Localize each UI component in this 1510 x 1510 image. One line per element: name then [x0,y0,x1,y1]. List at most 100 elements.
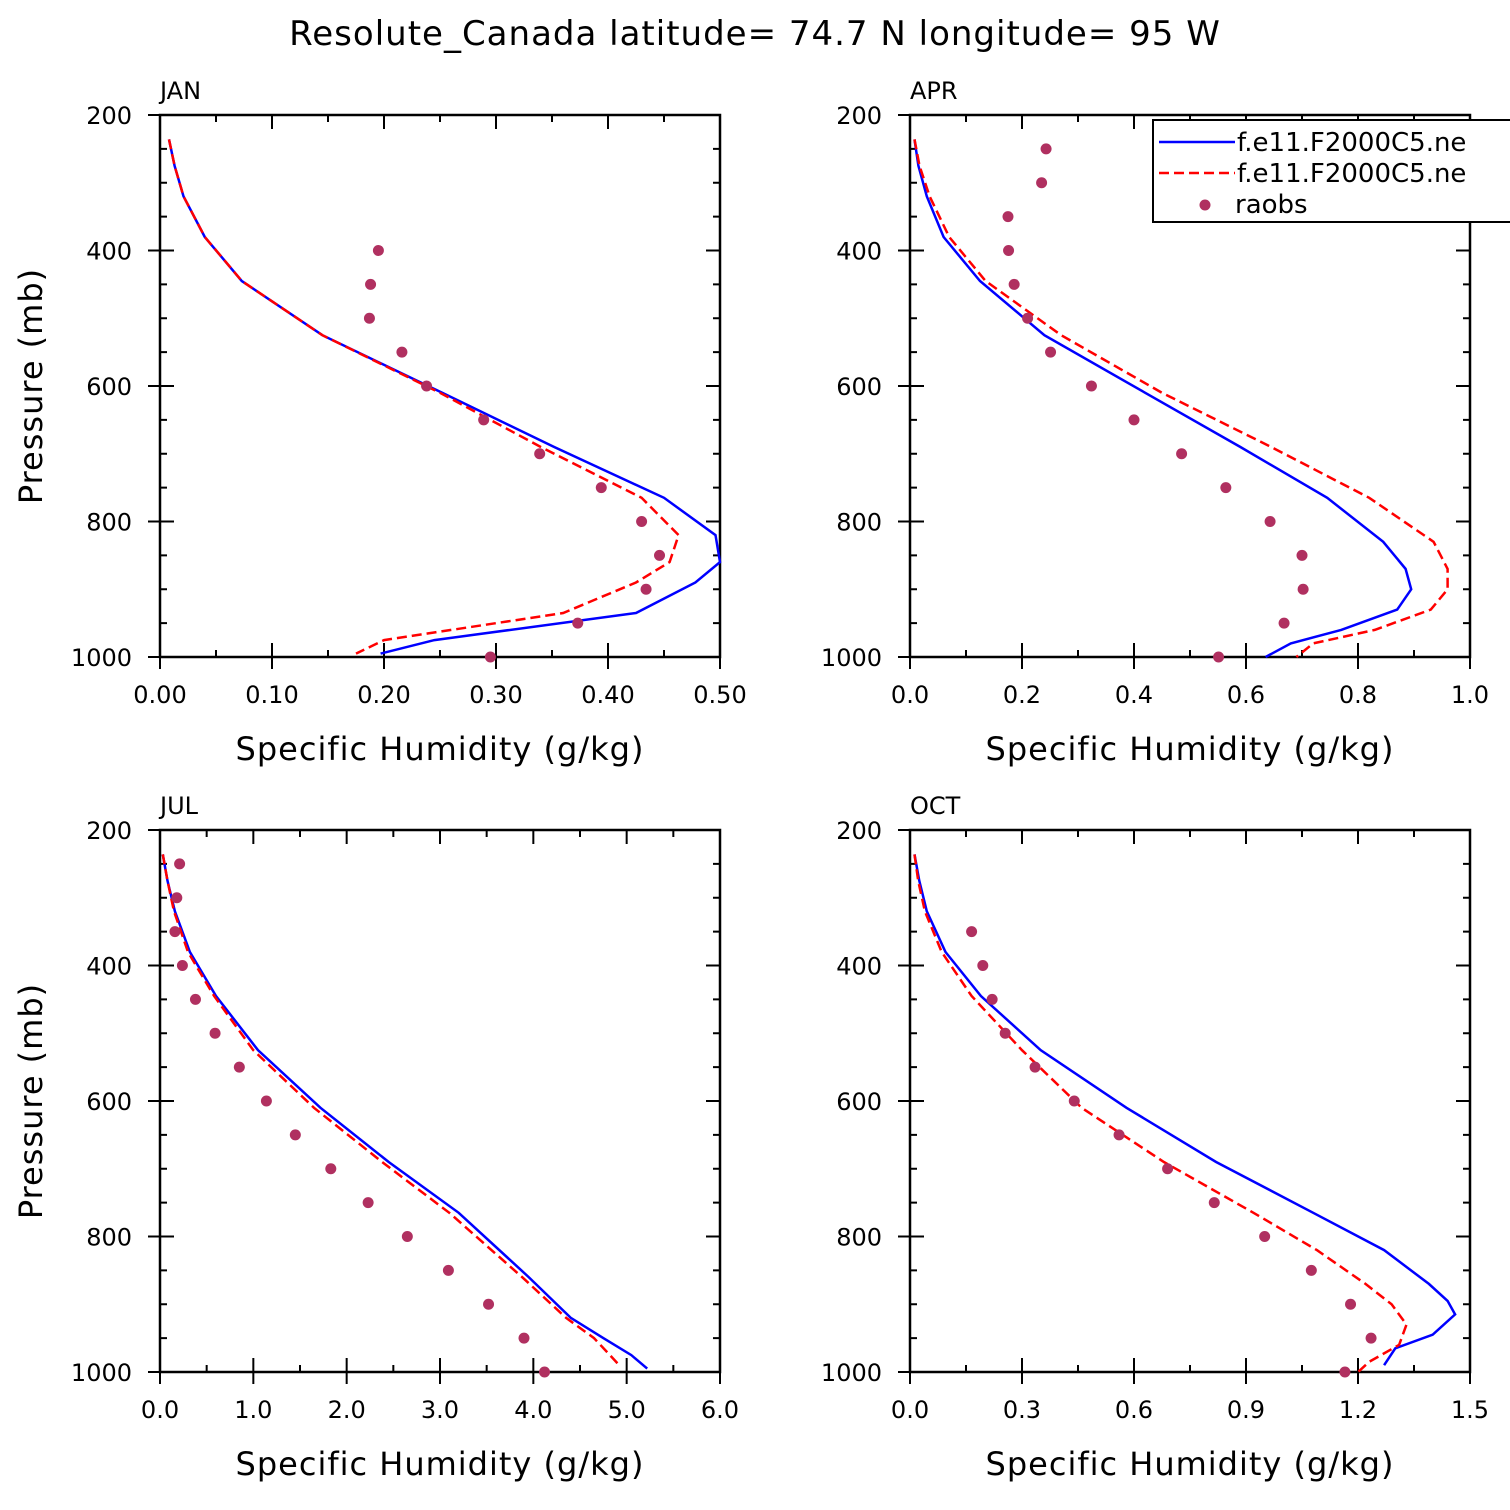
jul-series-solid-line [161,854,649,1370]
jan-xtick-label: 0.30 [469,681,522,709]
jul-y-axis-label: Pressure (mb) [12,983,50,1219]
apr-raobs-point [1085,380,1097,392]
jan-raobs-point [640,583,652,595]
jul-raobs-point [233,1061,245,1073]
jul-ytick-label: 1000 [71,1359,132,1387]
jan-plot-frame [158,113,722,659]
jul-raobs-point [539,1366,551,1378]
apr-ytick-label: 800 [836,509,882,537]
oct-raobs-point [1208,1197,1220,1209]
apr-ytick-label: 600 [836,373,882,401]
jan-raobs-point [534,448,546,460]
jan-panel-label: JAN [158,77,201,105]
apr-xtick-label: 0.6 [1227,681,1265,709]
apr-raobs-point [1008,278,1020,290]
jan-raobs-point [636,516,648,527]
apr-xtick-label: 1.0 [1451,681,1489,709]
oct-ytick-label: 600 [836,1088,882,1116]
apr-ytick-label: 200 [836,102,882,130]
jul-raobs-point [260,1095,272,1107]
jul-xtick-label: 4.0 [514,1396,552,1424]
jan-series-solid-line [167,139,722,655]
oct-xtick-label: 0.9 [1227,1396,1265,1424]
jul-plot-frame [158,828,722,1374]
jan-xtick-label: 0.20 [357,681,410,709]
jul-series-dashed-line [161,854,621,1367]
jan-xtick-label: 0.00 [133,681,186,709]
apr-xtick-label: 0.0 [891,681,929,709]
jul-xtick-label: 6.0 [701,1396,739,1424]
jan-raobs-point [372,245,384,256]
jul-xtick-label: 0.0 [141,1396,179,1424]
apr-raobs-point [1045,346,1057,358]
oct-raobs-point [1365,1332,1377,1344]
oct-plot-frame [908,828,1472,1374]
jan-ytick-label: 600 [86,373,132,401]
panel-jul: JUL 200 400 600 800 1000 0.0 1.0 2.0 3.0 4.0 5.0 6.0… [12,792,739,1483]
jul-raobs-point [325,1163,337,1175]
jul-xtick-label: 1.0 [234,1396,272,1424]
oct-panel-label: OCT [910,792,961,820]
jul-raobs-point [189,993,201,1005]
apr-raobs-point [1003,245,1015,256]
jan-ytick-label: 800 [86,509,132,537]
jul-raobs-point [209,1027,221,1039]
jul-xtick-label: 5.0 [608,1396,646,1424]
jan-raobs-point [572,617,584,629]
oct-raobs-point [999,1027,1011,1039]
apr-ytick-label: 1000 [821,644,882,672]
jan-ytick-label: 400 [86,238,132,266]
jul-raobs-point [401,1231,413,1242]
jul-ytick-label: 200 [86,817,132,845]
jan-xtick-label: 0.50 [693,681,746,709]
jul-raobs-point [442,1264,454,1276]
oct-raobs-point [1305,1264,1317,1276]
jul-xtick-label: 3.0 [421,1396,459,1424]
oct-xtick-label: 1.5 [1451,1396,1489,1424]
oct-xtick-label: 1.2 [1339,1396,1377,1424]
jul-raobs-point [171,892,183,904]
jul-raobs-point [169,926,181,938]
apr-ytick-label: 400 [836,238,882,266]
oct-series-solid-line [913,854,1457,1366]
oct-series-dashed-line [913,854,1408,1373]
jul-raobs-point [362,1197,374,1209]
jan-raobs-point [595,482,607,494]
oct-raobs-point [986,993,998,1005]
jan-y-axis-label: Pressure (mb) [12,268,50,504]
jul-raobs-point [483,1298,495,1310]
apr-raobs-point [1036,177,1048,189]
apr-raobs-point [1297,583,1309,595]
apr-raobs-point [1213,651,1225,663]
apr-raobs-point [1264,516,1276,527]
apr-xtick-label: 0.2 [1003,681,1041,709]
jul-raobs-point [174,858,186,870]
oct-xtick-label: 0.3 [1003,1396,1041,1424]
jul-x-axis-label: Specific Humidity (g/kg) [236,1445,645,1483]
oct-ytick-label: 1000 [821,1359,882,1387]
apr-raobs-point [1220,482,1232,494]
apr-raobs-point [1278,617,1290,629]
oct-raobs-point [1259,1231,1271,1242]
oct-raobs-point [1345,1298,1357,1310]
oct-raobs-point [1162,1163,1174,1175]
oct-xtick-label: 0.0 [891,1396,929,1424]
apr-raobs-point [1176,448,1188,460]
oct-ytick-label: 800 [836,1224,882,1252]
jan-raobs-point [478,414,490,426]
panel-oct: OCT 200 400 600 800 1000 0.0 0.3 0.6 0.9 1.2 1.5 Spe… [821,792,1489,1483]
oct-raobs-point [966,926,978,938]
apr-xtick-label: 0.4 [1115,681,1153,709]
oct-ytick-label: 200 [836,817,882,845]
legend-box [1152,119,1510,223]
legend-label-1: f.e11.F2000C5.ne [1237,159,1466,189]
jul-raobs-point [289,1129,301,1141]
apr-raobs-point [1296,549,1308,561]
jan-raobs-point [365,278,377,290]
jan-raobs-point [363,312,375,324]
apr-panel-label: APR [910,77,958,105]
apr-x-axis-label: Specific Humidity (g/kg) [986,730,1395,768]
jan-xtick-label: 0.40 [581,681,634,709]
